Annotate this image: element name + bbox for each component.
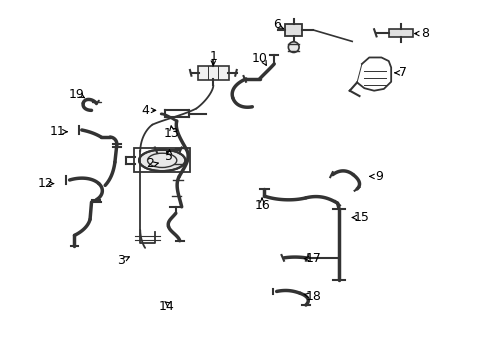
Text: 15: 15 bbox=[354, 211, 370, 224]
Text: 13: 13 bbox=[164, 127, 180, 140]
Text: 19: 19 bbox=[69, 88, 85, 101]
Text: 16: 16 bbox=[254, 198, 270, 212]
Text: 9: 9 bbox=[375, 170, 383, 183]
Text: 7: 7 bbox=[399, 66, 407, 79]
Bar bbox=[389, 28, 413, 37]
Text: 12: 12 bbox=[37, 177, 53, 190]
Text: 11: 11 bbox=[49, 125, 65, 138]
Text: 2: 2 bbox=[146, 157, 154, 170]
Text: 18: 18 bbox=[305, 289, 321, 303]
Text: 6: 6 bbox=[273, 18, 281, 31]
FancyBboxPatch shape bbox=[134, 148, 190, 172]
Text: 1: 1 bbox=[209, 50, 217, 63]
Text: 8: 8 bbox=[421, 27, 429, 40]
Ellipse shape bbox=[139, 150, 185, 171]
Text: 14: 14 bbox=[159, 300, 175, 313]
Text: 17: 17 bbox=[305, 252, 321, 265]
Ellipse shape bbox=[288, 42, 299, 53]
Bar bbox=[285, 23, 302, 36]
Text: 3: 3 bbox=[117, 254, 124, 267]
FancyBboxPatch shape bbox=[198, 66, 229, 80]
Text: 4: 4 bbox=[141, 104, 149, 117]
Ellipse shape bbox=[147, 153, 177, 167]
Text: 5: 5 bbox=[166, 150, 173, 163]
Text: 10: 10 bbox=[252, 52, 268, 65]
